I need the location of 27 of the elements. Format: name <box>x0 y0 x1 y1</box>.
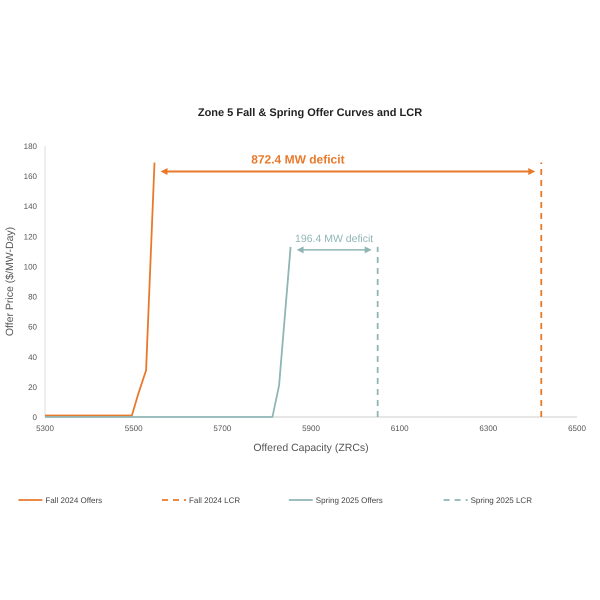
legend-label: Spring 2025 Offers <box>316 496 383 505</box>
y-tick-label: 100 <box>24 262 38 272</box>
legend-label: Spring 2025 LCR <box>470 496 532 505</box>
x-tick-label: 5500 <box>124 424 144 433</box>
y-tick-label: 120 <box>24 232 38 242</box>
x-tick-label: 6300 <box>479 424 498 433</box>
x-tick-label: 6100 <box>390 424 410 433</box>
legend-label: Fall 2024 LCR <box>189 496 240 505</box>
annotation: 872.4 MW deficit <box>251 152 345 167</box>
y-tick-label: 0 <box>32 413 38 422</box>
y-tick-label: 140 <box>24 202 38 212</box>
y-tick-label: 160 <box>24 172 38 182</box>
y-axis-title: Offer Price ($/MW-Day) <box>4 226 16 336</box>
chart-title: Zone 5 Fall & Spring Offer Curves and LCR <box>198 107 422 119</box>
y-tick-label: 60 <box>28 322 38 332</box>
x-tick-label: 5700 <box>213 424 232 433</box>
legend-label: Fall 2024 Offers <box>45 496 102 505</box>
x-tick-label: 5900 <box>302 424 320 433</box>
y-tick-label: 20 <box>28 382 38 392</box>
x-axis-title: Offered Capacity (ZRCs) <box>253 442 369 454</box>
y-tick-label: 40 <box>28 352 38 362</box>
y-tick-label: 180 <box>24 142 38 151</box>
y-tick-label: 80 <box>28 292 38 302</box>
annotation: 196.4 MW deficit <box>295 232 374 245</box>
line-series <box>44 162 156 416</box>
x-tick-label: 5300 <box>36 424 54 433</box>
x-tick-label: 6500 <box>568 424 586 433</box>
